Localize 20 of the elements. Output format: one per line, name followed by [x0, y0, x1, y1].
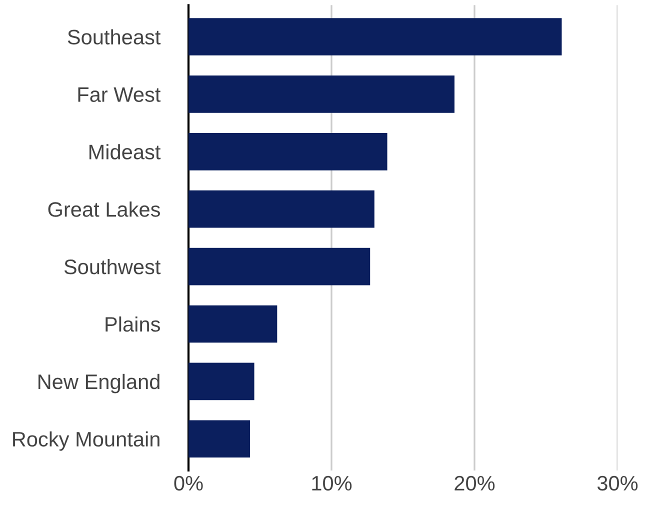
y-tick-label: New England — [38, 374, 160, 394]
bar — [188, 362, 254, 400]
x-tick-label: 0% — [174, 476, 203, 491]
y-tick-label: Rocky Mountain — [13, 431, 160, 451]
x-tick-label: 30% — [597, 476, 638, 491]
bar — [188, 132, 388, 170]
y-tick-label: Great Lakes — [48, 202, 160, 217]
bar — [188, 190, 374, 228]
x-tick-label: 10% — [312, 476, 352, 491]
bar — [188, 420, 250, 458]
bar — [188, 248, 370, 286]
bar — [188, 76, 454, 113]
y-tick-label: Southwest — [64, 258, 161, 274]
bar — [188, 18, 562, 56]
y-tick-label: Far West — [78, 87, 161, 102]
y-tick-label: Plains — [106, 316, 160, 332]
y-tick-label: Mideast — [89, 144, 161, 160]
bar — [188, 305, 278, 343]
y-tick-label: Southeast — [68, 29, 161, 45]
x-tick-label: 20% — [454, 476, 495, 491]
